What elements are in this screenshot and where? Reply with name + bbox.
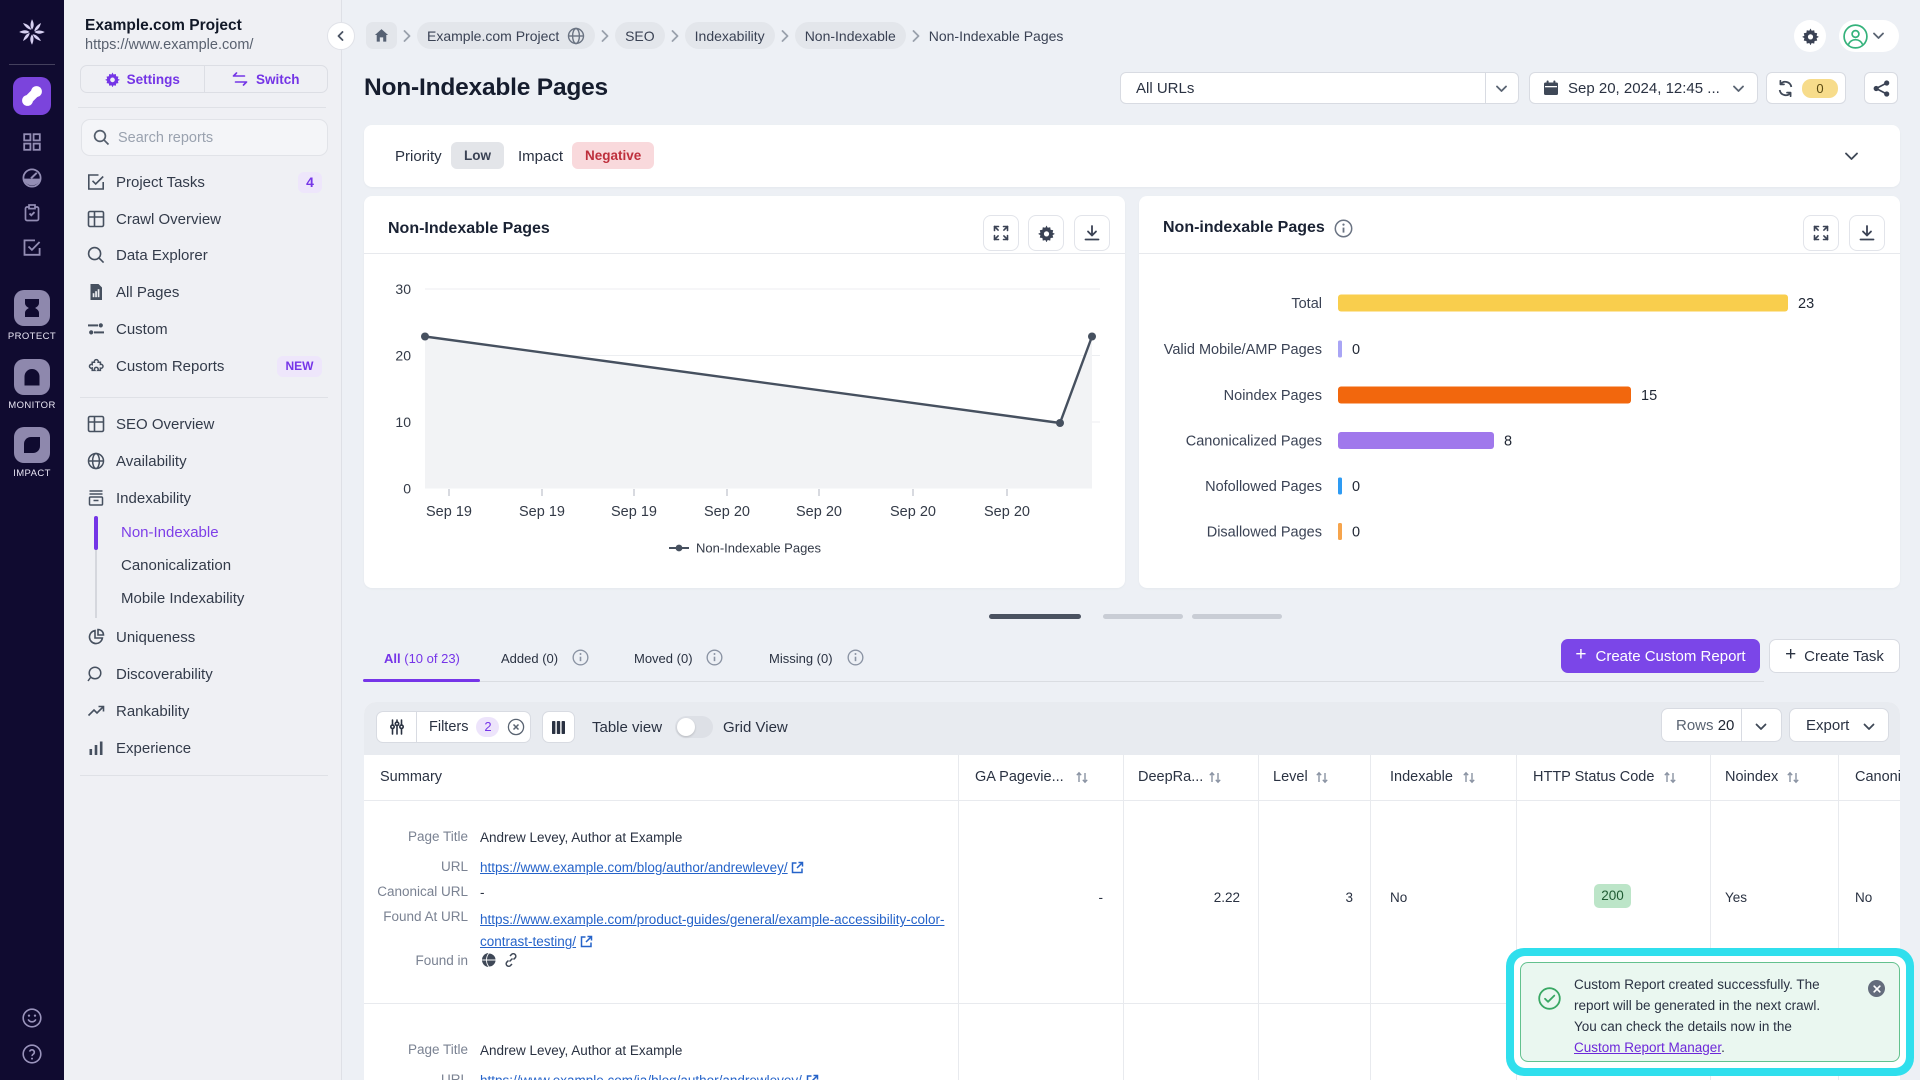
svg-text:Sep 19: Sep 19 xyxy=(519,504,565,520)
svg-text:Total: Total xyxy=(1291,296,1322,312)
svg-text:0: 0 xyxy=(1352,342,1360,358)
svg-text:Nofollowed Pages: Nofollowed Pages xyxy=(1205,479,1322,495)
svg-text:Noindex Pages: Noindex Pages xyxy=(1224,388,1322,404)
svg-text:Sep 19: Sep 19 xyxy=(611,504,657,520)
svg-text:23: 23 xyxy=(1798,296,1814,312)
svg-text:0: 0 xyxy=(403,481,411,497)
svg-text:Sep 20: Sep 20 xyxy=(890,504,936,520)
svg-text:10: 10 xyxy=(395,414,411,430)
svg-text:8: 8 xyxy=(1504,434,1512,450)
svg-text:0: 0 xyxy=(1352,479,1360,495)
svg-text:Canonicalized Pages: Canonicalized Pages xyxy=(1186,434,1322,450)
svg-text:Sep 19: Sep 19 xyxy=(426,504,472,520)
svg-text:Non-Indexable Pages: Non-Indexable Pages xyxy=(696,541,822,556)
svg-text:30: 30 xyxy=(395,281,411,297)
svg-text:Disallowed Pages: Disallowed Pages xyxy=(1207,525,1322,541)
svg-text:0: 0 xyxy=(1352,525,1360,541)
svg-text:20: 20 xyxy=(395,348,411,364)
svg-text:Valid Mobile/AMP Pages: Valid Mobile/AMP Pages xyxy=(1164,342,1322,358)
svg-text:Sep 20: Sep 20 xyxy=(984,504,1030,520)
svg-text:15: 15 xyxy=(1641,388,1657,404)
svg-text:Sep 20: Sep 20 xyxy=(704,504,750,520)
svg-text:Sep 20: Sep 20 xyxy=(796,504,842,520)
